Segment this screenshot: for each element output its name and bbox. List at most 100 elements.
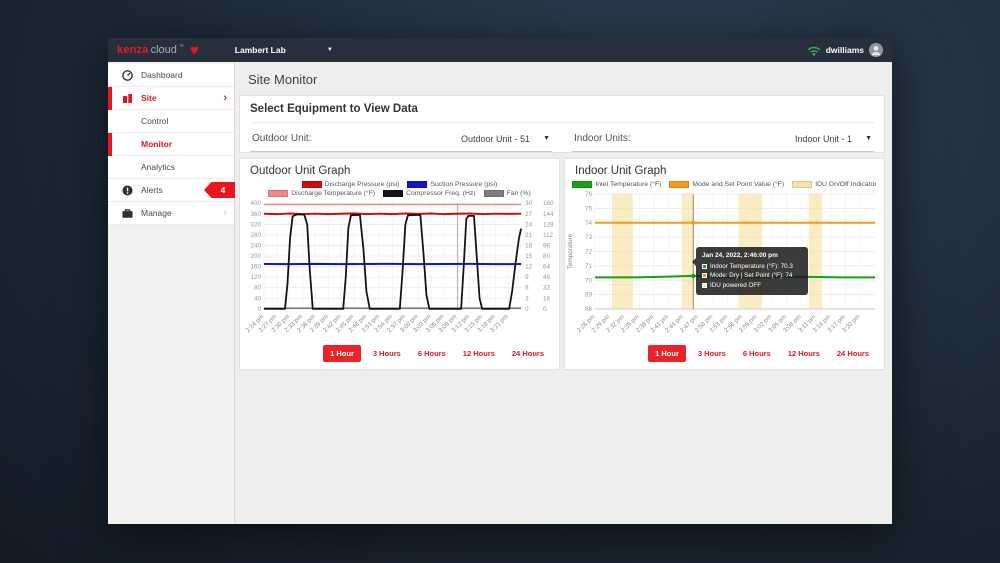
svg-text:240: 240 — [250, 242, 261, 249]
sidebar-item-alerts[interactable]: Alerts 4 — [108, 179, 235, 202]
legend-swatch — [792, 181, 813, 188]
sidebar-item-dashboard[interactable]: Dashboard — [108, 64, 234, 87]
main-content: Site Monitor Select Equipment to View Da… — [235, 62, 892, 524]
legend-item: Suction Pressure (psi) — [407, 181, 497, 188]
svg-text:6: 6 — [525, 285, 529, 292]
legend-swatch — [383, 190, 404, 197]
sidebar-item-label: Control — [141, 116, 169, 126]
time-range-button[interactable]: 3 Hours — [372, 349, 401, 358]
tooltip-row: Indoor Temperature (°F): 70.3 — [702, 262, 802, 271]
avatar[interactable] — [869, 43, 883, 57]
briefcase-icon — [120, 206, 134, 220]
svg-text:70: 70 — [585, 277, 593, 284]
sidebar-item-label: Site — [141, 93, 157, 103]
chart-tooltip: Jan 24, 2022, 2:46:00 pm Indoor Temperat… — [692, 247, 808, 296]
svg-text:96: 96 — [543, 242, 550, 249]
alert-exclamation-icon — [120, 183, 134, 197]
sidebar: Dashboard Site › Control Mon — [108, 62, 235, 524]
svg-text:160: 160 — [250, 264, 261, 271]
svg-text:30: 30 — [525, 200, 532, 207]
chevron-right-icon: › — [223, 91, 227, 104]
svg-text:73: 73 — [585, 234, 593, 241]
tooltip-row: IDU powered OFF — [702, 281, 802, 290]
sidebar-item-label: Monitor — [141, 139, 173, 149]
time-range-button[interactable]: 12 Hours — [462, 349, 495, 358]
svg-text:15: 15 — [525, 253, 532, 260]
sidebar-item-label: Dashboard — [141, 70, 183, 80]
alerts-count-badge: 4 — [204, 182, 235, 198]
svg-text:72: 72 — [585, 249, 593, 256]
svg-text:112: 112 — [543, 232, 554, 239]
sidebar-item-analytics[interactable]: Analytics — [108, 156, 234, 179]
svg-text:0: 0 — [543, 306, 547, 313]
time-range-button[interactable]: 3 Hours — [697, 349, 726, 358]
sidebar-item-control[interactable]: Control — [108, 110, 234, 133]
wifi-icon — [807, 45, 821, 56]
dashboard-gauge-icon — [120, 68, 134, 82]
time-range-button[interactable]: 1 Hour — [648, 345, 686, 362]
indoor-graph-title: Indoor Unit Graph — [575, 165, 667, 177]
chevron-right-icon: › — [223, 206, 227, 219]
legend-item: Inlet Temperature (°F) — [572, 181, 661, 188]
sidebar-item-manage[interactable]: Manage › — [108, 202, 234, 225]
indoor-time-range-buttons: 1 Hour 3 Hours 6 Hours 12 Hours 24 Hours — [648, 345, 874, 362]
svg-text:80: 80 — [543, 253, 550, 260]
indoor-graph-legend: Inlet Temperature (°F) Mode and Set Point… — [565, 181, 884, 188]
svg-text:24: 24 — [525, 221, 532, 228]
svg-text:12: 12 — [525, 264, 532, 271]
svg-text:64: 64 — [543, 264, 550, 271]
svg-text:76: 76 — [585, 191, 593, 198]
legend-item: Discharge Temperature (°F) — [268, 190, 375, 197]
site-selector-value: Lambert Lab — [234, 45, 286, 55]
svg-text:40: 40 — [254, 295, 261, 302]
outdoor-graph-plot[interactable]: 2:24 pm2:27 pm2:30 pm2:33 pm2:36 pm2:39 … — [240, 199, 561, 347]
tooltip-arrow — [692, 258, 696, 266]
chevron-down-icon: ▼ — [543, 135, 550, 142]
equipment-select-card: Select Equipment to View Data Outdoor Un… — [239, 95, 885, 153]
equipment-card-title: Select Equipment to View Data — [250, 103, 874, 123]
svg-text:Temperature: Temperature — [567, 233, 574, 269]
indoor-unit-select[interactable]: Indoor Units: Indoor Unit - 1 ▼ — [572, 128, 874, 152]
svg-text:75: 75 — [585, 205, 593, 212]
time-range-button[interactable]: 6 Hours — [742, 349, 771, 358]
svg-text:18: 18 — [525, 242, 532, 249]
svg-text:71: 71 — [585, 263, 593, 270]
legend-item: Discharge Pressure (psi) — [301, 181, 399, 188]
outdoor-unit-label: Outdoor Unit: — [252, 133, 312, 144]
time-range-button[interactable]: 1 Hour — [323, 345, 361, 362]
indoor-graph-plot[interactable]: 2:26 pm2:29 pm2:32 pm2:35 pm2:38 pm2:41 … — [565, 190, 885, 342]
outdoor-unit-select[interactable]: Outdoor Unit: Outdoor Unit - 51 ▼ — [250, 128, 552, 152]
svg-text:320: 320 — [250, 221, 261, 228]
topbar-user-area: dwilliams — [807, 43, 883, 57]
logo-text-primary: kenza — [117, 44, 149, 56]
outdoor-time-range-buttons: 1 Hour 3 Hours 6 Hours 12 Hours 24 Hours — [323, 345, 549, 362]
sidebar-item-label: Analytics — [141, 162, 176, 172]
time-range-button[interactable]: 24 Hours — [836, 349, 869, 358]
kenza-cloud-logo[interactable]: kenza cloud ™ ♥ — [117, 43, 199, 58]
svg-text:200: 200 — [250, 253, 261, 260]
svg-text:400: 400 — [250, 200, 261, 207]
site-building-icon — [120, 91, 134, 105]
tooltip-row: Mode: Dry | Set Point (°F): 74 — [702, 271, 802, 280]
legend-swatch — [669, 181, 690, 188]
legend-swatch — [483, 190, 504, 197]
time-range-button[interactable]: 24 Hours — [511, 349, 544, 358]
top-bar: kenza cloud ™ ♥ Lambert Lab ▼ dwilliams — [108, 38, 892, 62]
tooltip-swatch — [702, 273, 707, 279]
indoor-unit-value: Indoor Unit - 1 — [795, 133, 853, 144]
sidebar-item-site[interactable]: Site › — [108, 87, 234, 110]
time-range-button[interactable]: 6 Hours — [417, 349, 446, 358]
legend-item: Compressor Freq. (Hz) — [383, 190, 476, 197]
legend-swatch — [572, 181, 593, 188]
legend-swatch — [301, 181, 322, 188]
time-range-button[interactable]: 12 Hours — [787, 349, 820, 358]
sidebar-item-monitor[interactable]: Monitor — [108, 133, 234, 156]
svg-text:3: 3 — [525, 295, 529, 302]
svg-text:69: 69 — [585, 292, 593, 299]
username-label: dwilliams — [825, 45, 864, 55]
indoor-units-label: Indoor Units: — [574, 133, 631, 144]
legend-swatch — [407, 181, 428, 188]
svg-text:68: 68 — [585, 306, 593, 313]
outdoor-graph-legend: Discharge Pressure (psi) Suction Pressure… — [240, 181, 559, 197]
site-selector-dropdown[interactable]: Lambert Lab ▼ — [235, 45, 333, 55]
